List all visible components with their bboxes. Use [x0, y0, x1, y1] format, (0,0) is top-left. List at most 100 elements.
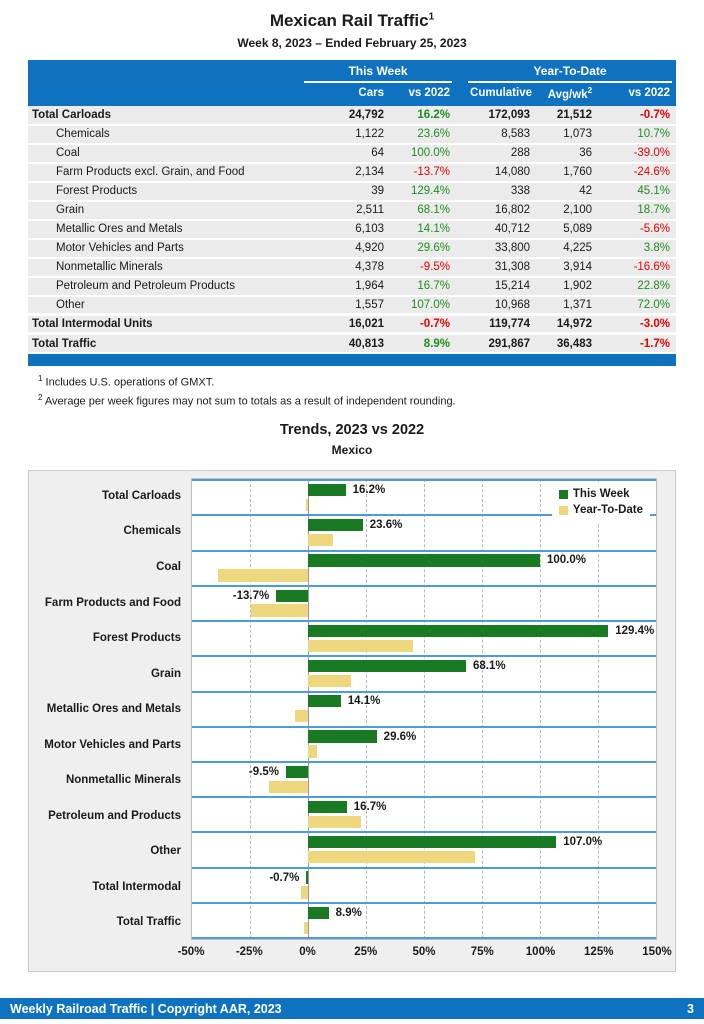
ytd-bar [308, 674, 352, 688]
x-axis-tick-label: 150% [642, 946, 672, 959]
chart-category-label: Total Carloads [101, 489, 181, 502]
cell-gap [456, 257, 465, 278]
bar-value-label: 14.1% [347, 695, 381, 708]
cell-tw-vs: 23.6% [390, 124, 457, 145]
ytd-bar [295, 710, 308, 723]
this-week-bar [308, 519, 363, 532]
cell-cars: 16,021 [300, 313, 390, 335]
x-axis-tick-label: 125% [584, 946, 614, 959]
header-label-spacer [28, 60, 300, 83]
bar-value-label: 129.4% [615, 624, 655, 637]
chart-category-label: Farm Products and Food [44, 596, 181, 609]
cell-ytd-vs: -16.6% [598, 257, 677, 278]
page-title: Mexican Rail Traffic1 [28, 11, 676, 31]
ytd-bar [301, 886, 308, 899]
cell-cars: 64 [300, 143, 390, 164]
legend-label-this-week: This Week [572, 488, 630, 501]
page-number: 3 [687, 1001, 694, 1016]
ytd-bar [250, 604, 308, 617]
cell-cumulative: 10,968 [464, 295, 537, 316]
cell-avgwk: 42 [536, 181, 599, 202]
chart-legend: This Week Year-To-Date [551, 483, 650, 524]
x-axis-tick-label: 25% [354, 946, 378, 959]
chart-band: 29.6% [192, 725, 656, 761]
cell-cars: 2,511 [300, 200, 390, 221]
group-header-ytd: Year-To-Date [464, 60, 677, 83]
cell-label: Grain [28, 200, 300, 221]
header-gap [456, 60, 465, 83]
report-page: Mexican Rail Traffic1 Week 8, 2023 – End… [28, 11, 677, 973]
chart-band: -0.7% [192, 866, 656, 902]
column-header-tw-vs2022: vs 2022 [390, 83, 457, 106]
cell-cars: 1,557 [300, 295, 390, 316]
cell-tw-vs: -0.7% [390, 313, 457, 335]
bar-value-label: 29.6% [383, 730, 417, 743]
table-row: Motor Vehicles and Parts 4,920 29.6% 33,800… [28, 238, 677, 259]
gridline [482, 479, 483, 940]
gridline [598, 479, 599, 940]
cell-avgwk: 2,100 [536, 200, 599, 221]
chart-band: -13.7% [192, 584, 656, 620]
cell-gap [456, 124, 465, 145]
cell-ytd-vs: -1.7% [598, 332, 677, 354]
cell-gap [456, 276, 465, 297]
this-week-bar [308, 659, 466, 673]
chart-bands: 16.2% 23.6% 100.0% -13.7% 129.4% 68.1% 14.1% 29… [192, 479, 656, 940]
footnote-1: 1 Includes U.S. operations of GMXT. [38, 373, 215, 389]
bar-value-label: 8.9% [335, 906, 362, 919]
this-week-bar [308, 624, 609, 638]
chart-band: 129.4% [192, 620, 656, 655]
cell-tw-vs: 68.1% [390, 200, 457, 221]
ytd-bar [308, 533, 333, 547]
cell-cumulative: 119,774 [464, 313, 537, 335]
cell-tw-vs: 14.1% [390, 219, 457, 240]
cell-gap [456, 200, 465, 221]
chart-category-label: Coal [156, 560, 181, 573]
table-row: Nonmetallic Minerals 4,378 -9.5% 31,308 3,91… [28, 257, 677, 278]
cell-cumulative: 172,093 [464, 105, 537, 126]
cell-ytd-vs: 72.0% [598, 295, 677, 316]
cell-avgwk: 36 [536, 143, 599, 164]
this-week-swatch-icon [558, 489, 568, 499]
cell-tw-vs: 16.7% [390, 276, 457, 297]
ytd-bar [306, 498, 308, 512]
bar-value-label: 100.0% [547, 554, 587, 567]
chart-category-label: Petroleum and Products [48, 809, 181, 822]
gridline [424, 479, 425, 940]
cell-label: Total Carloads [28, 105, 300, 126]
cell-tw-vs: -9.5% [390, 257, 457, 278]
table-body: Total Carloads 24,792 16.2% 172,093 21,512 -0… [28, 105, 677, 354]
legend-label-ytd: Year-To-Date [572, 504, 643, 517]
footer-text: Weekly Railroad Traffic | Copyright AAR,… [10, 1001, 282, 1016]
ytd-bar [308, 745, 317, 758]
cell-gap [456, 162, 465, 183]
group-header-this-week: This Week [300, 60, 457, 83]
cell-cars: 39 [300, 181, 390, 202]
footnote-2: 2 Average per week figures may not sum t… [38, 393, 456, 409]
gridline [540, 479, 541, 940]
page-footer: Weekly Railroad Traffic | Copyright AAR,… [0, 998, 704, 1019]
cell-ytd-vs: -5.6% [598, 219, 677, 240]
cell-avgwk: 36,483 [536, 332, 599, 354]
column-header-ytd-vs2022: vs 2022 [598, 83, 677, 106]
table-bottom-bar [28, 353, 676, 366]
chart-x-axis: -50% -25% 0% 25% 50% 75% 100% 125% 150% [178, 942, 672, 964]
cell-tw-vs: 100.0% [390, 143, 457, 164]
table-subheader-row: Cars vs 2022 Cumulative Avg/wk2 vs 2022 [28, 83, 677, 106]
cell-label: Total Intermodal Units [28, 313, 300, 335]
cell-tw-vs: 107.0% [390, 295, 457, 316]
cell-avgwk: 3,914 [536, 257, 599, 278]
this-week-bar [308, 906, 329, 919]
gridline [250, 479, 251, 940]
cell-cars: 24,792 [300, 105, 390, 126]
cell-ytd-vs: -24.6% [598, 162, 677, 183]
chart-category-label: Forest Products [92, 632, 181, 645]
x-axis-tick-label: 75% [470, 946, 494, 959]
chart-band: 16.7% [192, 796, 656, 831]
cell-cumulative: 14,080 [464, 162, 537, 183]
table-row: Metallic Ores and Metals 6,103 14.1% 40,712… [28, 219, 677, 240]
cell-ytd-vs: 18.7% [598, 200, 677, 221]
bar-value-label: 107.0% [563, 836, 603, 849]
cell-tw-vs: 29.6% [390, 238, 457, 259]
cell-avgwk: 1,073 [536, 124, 599, 145]
